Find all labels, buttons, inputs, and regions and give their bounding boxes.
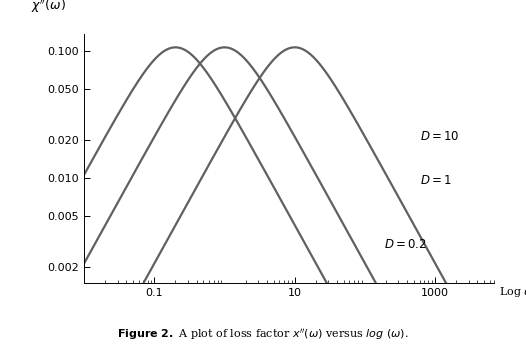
Text: $\chi''(\omega)$: $\chi''(\omega)$ <box>31 0 66 14</box>
Text: $D = 10$: $D = 10$ <box>420 130 459 143</box>
Text: Log $\omega\,\tau_D$: Log $\omega\,\tau_D$ <box>499 285 526 299</box>
Text: $\mathbf{Figure\ 2.}$ A plot of loss factor $x^{\prime\prime}(\omega)$ versus $\: $\mathbf{Figure\ 2.}$ A plot of loss fac… <box>117 327 409 342</box>
Text: $D = 1$: $D = 1$ <box>420 174 451 187</box>
Text: $D = 0.2$: $D = 0.2$ <box>385 238 427 252</box>
